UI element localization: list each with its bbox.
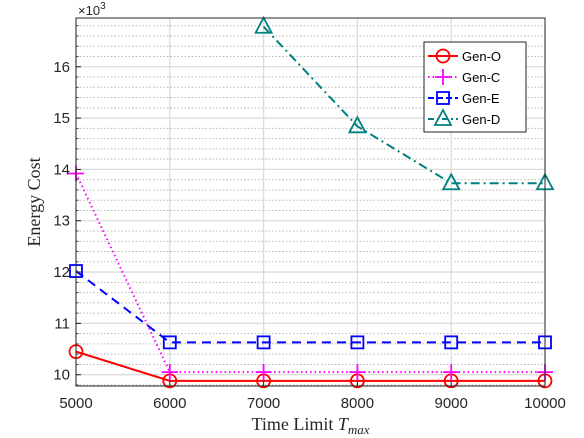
series-gen-c [68, 165, 553, 381]
y-tick-label: 14 [53, 161, 70, 178]
legend-item-gen-d: Gen-D [428, 108, 500, 127]
x-tick-label: 9000 [435, 395, 468, 412]
x-tick-label: 8000 [341, 395, 374, 412]
legend-item-gen-e: Gen-E [428, 91, 500, 106]
y-tick-label: 13 [53, 213, 70, 230]
legend-marker [433, 108, 453, 126]
series-line [75, 350, 545, 382]
data-point [350, 335, 365, 350]
legend-marker [435, 69, 451, 85]
axes-box [75, 17, 546, 387]
y-tick-label: 11 [54, 315, 70, 332]
legend-label: Gen-O [462, 49, 501, 64]
y-tick-label: 10 [53, 367, 70, 384]
x-tick-label: 7000 [247, 395, 280, 412]
data-point [255, 364, 272, 381]
x-axis-title: Time Limit Tmax [251, 414, 369, 437]
grid [75, 18, 546, 386]
series-line [75, 270, 545, 344]
y-tick-label: 12 [53, 264, 70, 281]
x-tick-label: 10000 [524, 395, 566, 412]
y-axis-title: Energy Cost [24, 157, 44, 246]
series-gen-d [254, 15, 555, 191]
y-exponent-label: ×103 [78, 1, 106, 18]
legend-label: Gen-D [462, 112, 500, 127]
y-tick-label: 16 [53, 59, 70, 76]
data-point [347, 115, 367, 134]
legend-marker [435, 48, 451, 64]
series-gen-e [69, 264, 552, 350]
data-point [444, 335, 459, 350]
legend-item-gen-c: Gen-C [428, 69, 500, 85]
data-point [256, 335, 271, 350]
legend-label: Gen-E [462, 91, 500, 106]
y-tick-label: 15 [53, 110, 70, 127]
x-tick-label: 5000 [59, 395, 92, 412]
series-line [75, 173, 545, 374]
data-point [254, 15, 274, 34]
legend-label: Gen-C [462, 70, 500, 85]
data-point [441, 172, 461, 191]
x-tick-label: 6000 [153, 395, 186, 412]
series-layer [68, 15, 555, 389]
ticks: 10 11 12 13 14 15 16 5000 6000 7000 8000 9000 10000 [53, 25, 566, 412]
legend-item-gen-o: Gen-O [428, 48, 501, 64]
series-gen-o [68, 344, 553, 389]
data-point [161, 364, 178, 381]
data-point [162, 335, 177, 350]
legend-marker [436, 91, 450, 105]
data-point [443, 364, 460, 381]
series-line [262, 26, 545, 185]
legend: Gen-O Gen-C Gen-E Gen-D [423, 41, 527, 133]
data-point [349, 364, 366, 381]
